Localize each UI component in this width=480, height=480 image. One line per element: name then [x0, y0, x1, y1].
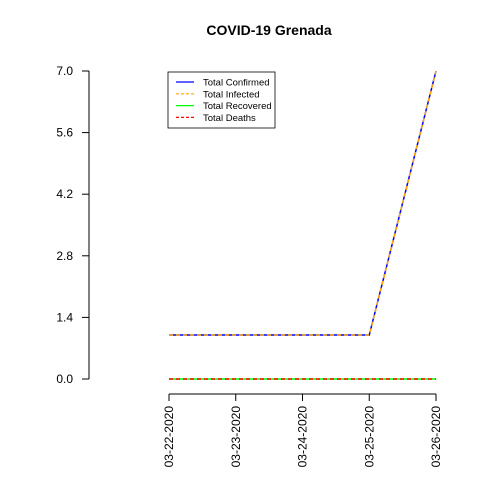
series-line-total-infected [169, 70, 437, 336]
y-tick-label: 0.0 [56, 372, 73, 386]
x-tick-label: 03-22-2020 [162, 406, 176, 468]
x-tick-label: 03-26-2020 [429, 406, 443, 468]
series-layer [169, 70, 437, 380]
chart-title: COVID-19 Grenada [206, 22, 331, 38]
y-tick-label: 7.0 [56, 64, 73, 78]
y-tick-label: 5.6 [56, 126, 73, 140]
x-tick-label: 03-23-2020 [229, 406, 243, 468]
legend-box [167, 71, 276, 129]
y-tick-label: 1.4 [56, 310, 73, 324]
legend-label: Total Confirmed [203, 78, 270, 89]
legend-label: Total Recovered [203, 101, 272, 112]
y-tick-label: 4.2 [56, 187, 73, 201]
y-axis: 0.0 1.4 2.8 4.2 5.6 7.0 [56, 64, 90, 386]
y-tick-label: 2.8 [56, 249, 73, 263]
x-tick-label: 03-24-2020 [296, 406, 310, 468]
legend-label: Total Deaths [203, 113, 256, 124]
x-axis: 03-22-2020 03-23-2020 03-24-2020 03-25-2020… [162, 393, 443, 468]
x-tick-label: 03-25-2020 [362, 406, 376, 468]
legend-label: Total Infected [203, 89, 260, 100]
